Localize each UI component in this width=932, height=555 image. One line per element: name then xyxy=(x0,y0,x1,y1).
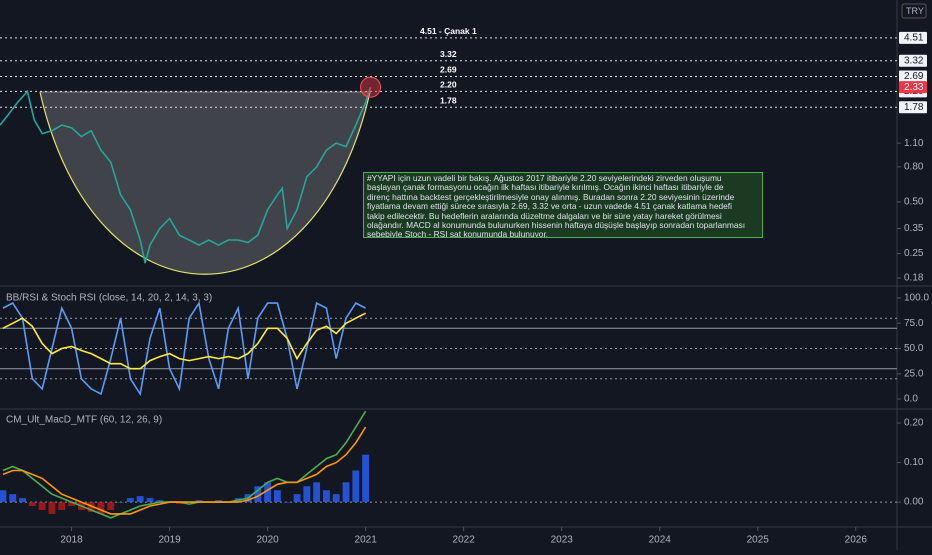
level-tag xyxy=(899,101,927,114)
histogram-bar xyxy=(273,490,281,503)
y-tick-label: 0.18 xyxy=(904,273,924,284)
level-tag-label: 3.32 xyxy=(904,55,924,66)
y-tick-label: 25.0 xyxy=(904,368,924,379)
level-tag-label: 1.78 xyxy=(904,102,924,113)
x-tick-label: 2021 xyxy=(355,535,378,546)
histogram-bar xyxy=(87,502,95,512)
x-tick-label: 2026 xyxy=(845,535,868,546)
level-note: 4.51 - Çanak 1 xyxy=(420,26,477,36)
histogram-bar xyxy=(68,502,75,507)
level-note: 2.20 xyxy=(440,80,457,90)
histogram-bar xyxy=(303,486,311,503)
histogram-bar xyxy=(107,502,115,510)
level-note: 1.78 xyxy=(440,95,457,105)
histogram-bar xyxy=(28,502,36,507)
histogram-bar xyxy=(146,498,154,503)
x-tick-label: 2018 xyxy=(60,535,83,546)
currency-label: TRY xyxy=(906,6,924,16)
level-tag xyxy=(899,31,927,44)
x-tick-label: 2022 xyxy=(453,535,476,546)
annotation-line: başlayan çanak formasyonu ocağın ilk haf… xyxy=(367,182,724,193)
y-tick-label: 0.00 xyxy=(904,497,924,508)
x-tick-label: 2024 xyxy=(649,535,672,546)
histogram-bar xyxy=(215,500,223,503)
y-tick-label: 50.0 xyxy=(904,343,924,354)
annotation-line: fiyatlama devam ettiği sürece sırasıyla … xyxy=(367,201,732,212)
histogram-bar xyxy=(283,502,291,503)
histogram-bar xyxy=(332,494,340,503)
currency-box xyxy=(901,3,927,19)
series-line xyxy=(2,426,367,515)
y-tick-label: 0.10 xyxy=(904,457,924,468)
series-line xyxy=(2,410,367,519)
y-tick-label: 0.50 xyxy=(904,197,924,208)
series-line xyxy=(2,312,366,370)
cup-curve xyxy=(39,91,371,275)
annotation-line: #YYAPI için uzun vadeli bir bakış. Ağust… xyxy=(367,173,722,183)
level-note: 2.69 xyxy=(440,65,457,75)
histogram-bar xyxy=(195,500,203,503)
histogram-bar xyxy=(19,498,26,503)
last-value-label: 2.33 xyxy=(904,82,924,93)
histogram-bar xyxy=(175,502,183,505)
histogram-bar xyxy=(323,490,330,503)
annotation-line: olağandır. MACD al konumunda bulunurken … xyxy=(367,220,746,231)
histogram-bar xyxy=(38,502,46,510)
histogram-bar xyxy=(136,496,144,503)
histogram-bar xyxy=(264,482,272,503)
annotation-line: takip edilecektir. Bu hedeflerin araları… xyxy=(367,210,722,221)
histogram-bar xyxy=(342,482,350,503)
x-tick-label: 2020 xyxy=(256,535,279,546)
histogram-bar xyxy=(117,502,125,503)
y-tick-label: 0.35 xyxy=(904,223,924,234)
x-tick-label: 2025 xyxy=(747,535,770,546)
series-line xyxy=(0,86,372,264)
level-tag-label: 4.51 xyxy=(904,33,924,44)
x-tick-label: 2019 xyxy=(158,535,181,546)
last-value-tag xyxy=(899,81,927,94)
annotation-line: direnç hattına backtest gerçekleştirilme… xyxy=(367,191,735,202)
series-line xyxy=(2,300,366,397)
histogram-bar xyxy=(156,500,164,503)
highlight-circle xyxy=(360,76,382,98)
y-tick-label: 100.0 xyxy=(904,293,929,304)
cup-fill xyxy=(40,92,370,275)
histogram-bar xyxy=(352,470,360,503)
histogram-bar xyxy=(0,490,7,503)
histogram-bar xyxy=(313,482,321,503)
x-tick-label: 2023 xyxy=(551,535,574,546)
histogram-bar xyxy=(126,498,134,503)
annotation-line: sebebiyle Stoch - RSI sat konumunda bulu… xyxy=(367,229,549,238)
level-note: 3.32 xyxy=(440,49,457,59)
y-tick-label: 75.0 xyxy=(904,318,924,329)
level-tag xyxy=(899,54,927,67)
histogram-bar xyxy=(48,502,56,514)
histogram-bar xyxy=(254,486,262,503)
pane-title: CM_Ult_MacD_MTF (60, 12, 26, 9) xyxy=(6,415,162,426)
y-tick-label: 0.80 xyxy=(904,161,924,172)
histogram-bar xyxy=(362,454,370,503)
histogram-bar xyxy=(58,502,66,510)
y-tick-label: 0.0 xyxy=(904,394,918,405)
annotation-box: #YYAPI için uzun vadeli bir bakış. Ağust… xyxy=(363,172,763,238)
histogram-bar xyxy=(97,502,105,514)
histogram-bar xyxy=(9,494,17,503)
y-tick-label: 1.10 xyxy=(904,138,924,149)
level-tag xyxy=(899,70,927,83)
level-tag-label: 2.69 xyxy=(904,71,924,82)
y-tick-label: 0.20 xyxy=(904,418,924,429)
pane-title: BB/RSI & Stoch RSI (close, 14, 20, 2, 14… xyxy=(6,293,212,304)
y-tick-label: 0.25 xyxy=(904,248,924,259)
histogram-bar xyxy=(293,494,301,503)
